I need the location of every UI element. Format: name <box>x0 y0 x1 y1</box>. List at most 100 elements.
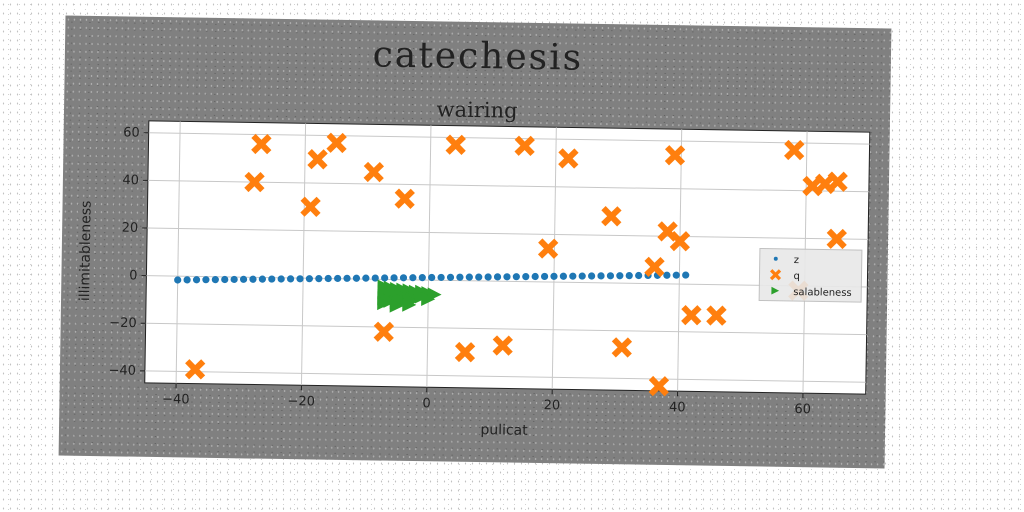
data-point <box>540 272 549 281</box>
data-point <box>286 275 295 283</box>
data-point <box>305 275 314 283</box>
y-grid-line <box>148 132 870 145</box>
data-point <box>644 256 665 278</box>
y-tick-label: −40 <box>108 363 136 378</box>
data-point <box>402 297 417 312</box>
x-grid-line <box>300 123 307 386</box>
x-grid-line <box>175 121 181 384</box>
grid-lines <box>144 121 870 394</box>
data-point <box>672 271 680 279</box>
data-point <box>428 273 436 282</box>
x-grid-line <box>426 125 432 388</box>
data-point <box>437 273 445 282</box>
data-point <box>324 274 332 283</box>
data-point <box>558 148 579 169</box>
data-point <box>454 341 476 363</box>
data-point <box>625 272 633 280</box>
data-point <box>239 275 248 283</box>
data-point <box>537 238 559 259</box>
data-point <box>597 272 605 280</box>
series-salableness <box>377 279 442 313</box>
data-point <box>377 296 392 311</box>
y-grid-line <box>147 179 869 193</box>
series-z <box>174 271 690 284</box>
data-point <box>258 275 266 283</box>
data-point <box>202 276 210 284</box>
data-point <box>362 274 370 282</box>
legend-marker <box>771 286 780 295</box>
data-point <box>381 274 389 282</box>
y-grid-line <box>144 370 866 383</box>
data-point <box>706 305 727 326</box>
data-point <box>268 275 276 283</box>
data-point <box>373 321 395 343</box>
data-point <box>174 276 182 284</box>
data-point <box>514 135 535 157</box>
data-point <box>192 276 201 284</box>
data-point <box>503 273 511 281</box>
data-point <box>611 337 633 358</box>
y-axis-label: illimitableness <box>77 200 95 301</box>
x-tick-label: 0 <box>422 396 431 411</box>
data-point <box>648 375 670 397</box>
legend-label: q <box>793 271 800 282</box>
data-point <box>681 304 702 326</box>
figure: catechesis wairing −40 −20 0 20 40 60 −40 −20 0… <box>58 15 892 469</box>
data-point <box>389 298 404 313</box>
y-ticks: −40 −20 0 20 40 60 <box>108 125 149 379</box>
legend-box <box>758 247 863 303</box>
data-point <box>315 275 323 283</box>
legend-marker <box>773 256 778 261</box>
chart-area: −40 −20 0 20 40 60 −40 −20 0 20 40 60 pulicat illi… <box>77 120 871 439</box>
data-point <box>569 272 577 280</box>
x-grid-line <box>677 129 683 392</box>
y-tick-label: 20 <box>122 221 139 236</box>
data-point <box>827 171 848 192</box>
legend-item: salableness <box>771 286 852 299</box>
data-point <box>399 274 408 282</box>
data-point <box>296 275 304 283</box>
series-q <box>184 132 848 397</box>
data-point <box>682 271 690 279</box>
data-point <box>363 161 385 183</box>
data-point <box>244 171 265 193</box>
data-point <box>300 196 321 217</box>
data-point <box>277 275 285 283</box>
data-point <box>230 275 238 284</box>
data-point <box>512 273 520 281</box>
data-point <box>445 134 466 155</box>
data-point <box>334 274 342 283</box>
data-point <box>409 274 417 282</box>
y-grid-line <box>146 275 868 288</box>
legend: zq salableness <box>758 247 863 303</box>
data-point <box>493 273 502 281</box>
data-point <box>601 206 622 227</box>
data-point <box>669 230 691 252</box>
data-point <box>418 274 426 282</box>
data-point <box>784 139 805 161</box>
data-point <box>221 275 229 284</box>
data-point <box>371 274 379 282</box>
data-point <box>475 273 483 281</box>
data-point <box>251 133 272 155</box>
x-tick-label: 40 <box>669 400 686 415</box>
x-ticks: −40 −20 0 20 40 60 <box>162 383 811 417</box>
data-point <box>559 272 567 280</box>
legend-marker <box>769 269 782 281</box>
data-point <box>616 272 624 280</box>
data-point <box>421 292 436 307</box>
data-point <box>588 272 596 280</box>
data-point <box>522 273 530 281</box>
data-point <box>492 335 513 356</box>
legend-label: salableness <box>793 287 852 299</box>
y-tick-label: 60 <box>123 125 140 140</box>
data-point <box>578 272 586 280</box>
data-point <box>465 273 473 281</box>
y-grid-line <box>147 227 869 240</box>
data-point <box>550 272 558 280</box>
data-point <box>394 188 415 209</box>
x-tick-label: −40 <box>162 392 190 407</box>
data-point <box>184 359 206 380</box>
data-point <box>211 276 219 284</box>
